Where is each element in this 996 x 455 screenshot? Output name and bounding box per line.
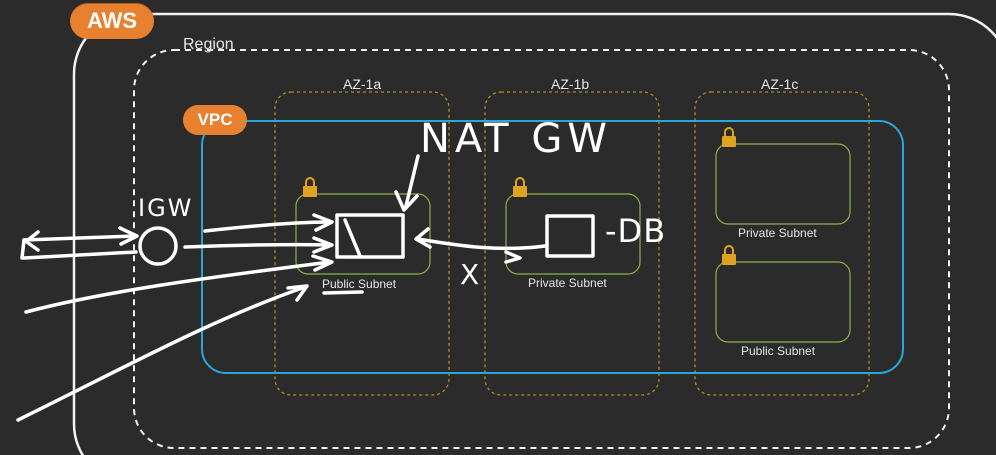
- az-1b-boundary: [484, 91, 660, 396]
- subnet-az1c-private-label: Private Subnet: [738, 226, 817, 240]
- nat-gateway-box: [335, 213, 405, 259]
- blocked-x-annotation: X: [460, 258, 480, 291]
- aws-badge: AWS: [70, 3, 154, 39]
- arrowhead: [394, 190, 419, 212]
- region-label: Region: [183, 36, 234, 53]
- lock-icon: [722, 127, 736, 147]
- region-boundary: [133, 49, 950, 449]
- az-1a-label: AZ-1a: [343, 76, 382, 92]
- underline-mark: [322, 290, 364, 295]
- traffic-arrow: [203, 220, 332, 233]
- db-annotation: -DB: [605, 212, 667, 250]
- lock-icon: [303, 177, 317, 197]
- az-1c-label: AZ-1c: [761, 76, 799, 92]
- arrowhead: [286, 284, 309, 302]
- vpc-badge: VPC: [183, 105, 247, 135]
- nat-gateway-slash: [343, 218, 362, 258]
- igw-annotation: IGW: [138, 194, 194, 222]
- arrowhead: [118, 226, 139, 246]
- igw-circle: [138, 226, 178, 266]
- arrowhead: [311, 254, 334, 272]
- nat-to-db-arrow: [416, 237, 547, 251]
- arrowhead: [22, 230, 40, 252]
- lock-icon: [722, 245, 736, 265]
- arrowhead: [312, 236, 334, 254]
- aws-cloud-boundary: [72, 12, 996, 455]
- ingress-egress-arrow: [22, 250, 138, 260]
- db-box: [545, 214, 595, 258]
- arrowhead: [414, 227, 432, 249]
- subnet-az1c-public: [715, 261, 851, 343]
- subnet-az1c-public-label: Public Subnet: [741, 344, 816, 358]
- subnet-az1a-public-label: Public Subnet: [322, 277, 397, 291]
- lock-icon: [513, 177, 527, 197]
- subnet-az1a-public: [295, 193, 431, 275]
- arrowhead: [312, 213, 334, 232]
- arrowhead: [504, 250, 522, 264]
- subnet-az1b-private: [505, 193, 641, 275]
- subnet-az1b-private-label: Private Subnet: [528, 276, 607, 290]
- traffic-arrow: [16, 285, 307, 422]
- nat-gw-annotation: NAT GW: [420, 116, 612, 162]
- traffic-arrow: [183, 242, 332, 249]
- subnet-az1c-private: [715, 143, 851, 225]
- traffic-arrow: [24, 260, 332, 314]
- az-1b-label: AZ-1b: [551, 76, 590, 92]
- az-1c-boundary: [694, 91, 870, 396]
- pointer-arrow: [404, 154, 420, 208]
